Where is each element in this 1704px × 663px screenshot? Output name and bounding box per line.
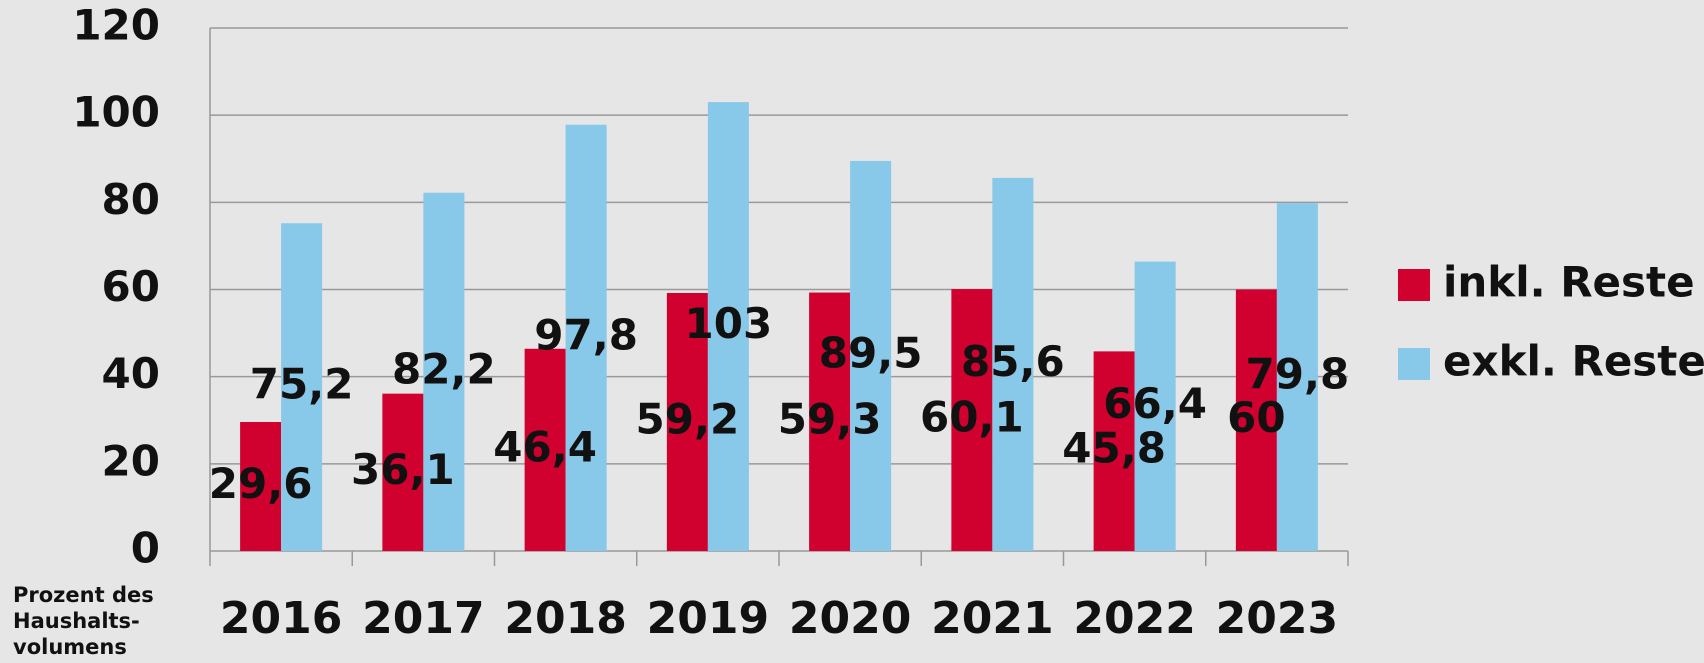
data-label: 59,3 [778,394,882,443]
bar [565,124,607,551]
bar [382,393,424,551]
x-tick-label: 2022 [1073,593,1195,644]
data-label: 36,1 [351,445,455,494]
x-tick-label: 2023 [1216,593,1338,644]
bar [1134,261,1176,551]
y-tick-label: 40 [102,349,160,398]
data-label: 97,8 [534,310,638,359]
x-tick-label: 2019 [647,593,769,644]
data-label: 59,2 [636,394,740,443]
y-tick-label: 100 [72,88,160,137]
data-label: 45,8 [1062,424,1166,473]
bar [240,421,282,551]
x-tick-label: 2018 [504,593,626,644]
bar [951,289,993,551]
data-label: 75,2 [250,360,354,409]
x-tick-label: 2020 [789,593,911,644]
bar [1093,351,1135,551]
data-label: 46,4 [493,422,597,471]
bar [666,292,708,551]
data-label: 85,6 [961,337,1065,386]
y-tick-label: 80 [102,175,160,224]
bar [1276,203,1318,551]
data-label: 103 [685,299,773,348]
x-tick-label: 2016 [220,593,342,644]
bar [707,102,749,551]
bar [809,292,851,551]
y-tick-label: 20 [102,436,160,485]
data-label: 79,8 [1246,350,1350,399]
data-label: 60 [1227,393,1285,442]
data-label: 29,6 [209,459,313,508]
legend-swatch [1398,348,1430,380]
legend-label: inkl. Reste [1443,258,1695,307]
data-label: 60,1 [920,393,1024,442]
bar [1235,289,1277,551]
bar [423,192,465,551]
y-tick-label: 120 [72,1,160,50]
x-tick-label: 2017 [362,593,484,644]
legend-swatch [1398,269,1430,301]
data-label: 82,2 [392,344,496,393]
bar [281,223,323,551]
bar [850,160,892,551]
data-label: 89,5 [819,328,923,377]
bar [992,177,1034,551]
y-tick-label: 0 [131,524,160,573]
legend-label: exkl. Reste [1443,337,1704,386]
bar [524,348,566,551]
axis-note: Prozent des Haushalts-volumens [13,583,154,659]
x-tick-label: 2021 [931,593,1053,644]
data-label: 66,4 [1103,379,1207,428]
y-tick-label: 60 [102,262,160,311]
